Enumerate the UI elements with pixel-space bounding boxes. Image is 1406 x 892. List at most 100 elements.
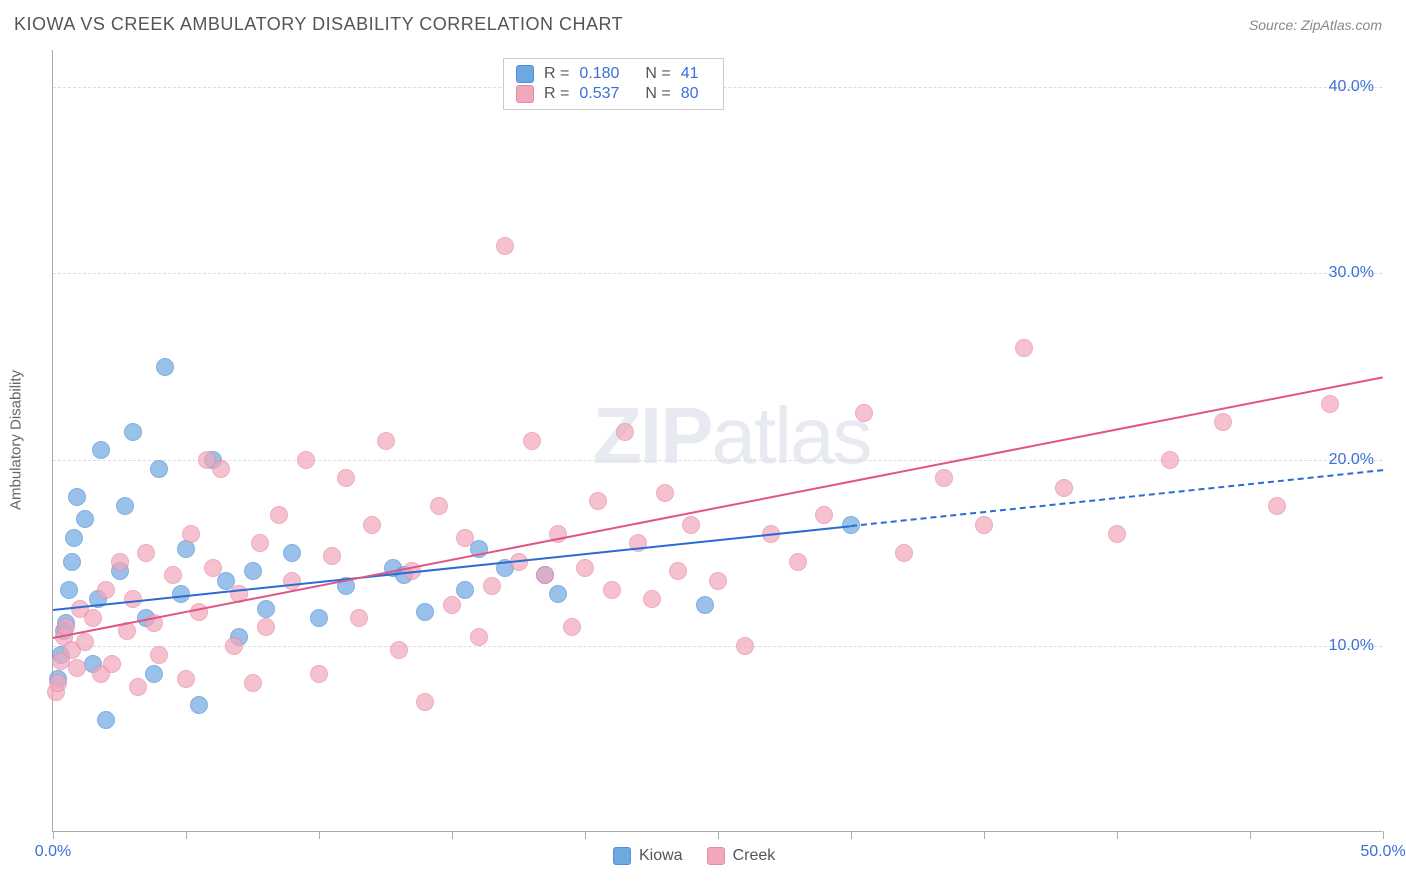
legend-label: Kiowa	[639, 847, 683, 865]
scatter-point	[97, 711, 115, 729]
scatter-point	[283, 572, 301, 590]
scatter-point	[496, 237, 514, 255]
scatter-point	[549, 585, 567, 603]
series-swatch	[516, 85, 534, 103]
scatter-point	[1214, 413, 1232, 431]
stat-key: N =	[645, 85, 670, 103]
scatter-point	[137, 544, 155, 562]
stat-n-value: 41	[681, 65, 711, 83]
scatter-point	[97, 581, 115, 599]
stats-row: R = 0.180 N = 41	[516, 65, 711, 83]
scatter-point	[297, 451, 315, 469]
scatter-point	[251, 534, 269, 552]
scatter-point	[1055, 479, 1073, 497]
legend: Kiowa Creek	[613, 847, 775, 865]
trend-line	[53, 376, 1383, 639]
y-tick-label: 30.0%	[1329, 264, 1374, 282]
scatter-plot: ZIPatlas 10.0%20.0%30.0%40.0%0.0%50.0%R …	[52, 50, 1382, 832]
scatter-point	[244, 562, 262, 580]
stat-key: N =	[645, 65, 670, 83]
scatter-point	[116, 497, 134, 515]
legend-label: Creek	[733, 847, 776, 865]
series-swatch	[613, 847, 631, 865]
series-swatch	[707, 847, 725, 865]
scatter-point	[855, 404, 873, 422]
scatter-point	[68, 659, 86, 677]
gridline-h	[53, 273, 1382, 274]
scatter-point	[536, 566, 554, 584]
x-tick	[585, 831, 586, 839]
scatter-point	[84, 609, 102, 627]
scatter-point	[603, 581, 621, 599]
scatter-point	[576, 559, 594, 577]
stats-box: R =0.180N =41R =0.537N =80	[503, 58, 724, 110]
x-tick	[452, 831, 453, 839]
legend-item: Creek	[707, 847, 776, 865]
source-attribution: Source: ZipAtlas.com	[1249, 17, 1382, 33]
stat-r-value: 0.180	[579, 65, 635, 83]
y-axis-label: Ambulatory Disability	[8, 370, 25, 510]
stats-row: R =0.537N =80	[516, 85, 711, 103]
scatter-point	[470, 628, 488, 646]
scatter-point	[589, 492, 607, 510]
series-swatch	[516, 65, 534, 83]
stat-key: R =	[544, 85, 569, 103]
scatter-point	[1321, 395, 1339, 413]
scatter-point	[270, 506, 288, 524]
scatter-point	[895, 544, 913, 562]
scatter-point	[212, 460, 230, 478]
scatter-point	[244, 674, 262, 692]
scatter-point	[111, 553, 129, 571]
x-tick	[1250, 831, 1251, 839]
scatter-point	[150, 646, 168, 664]
scatter-point	[76, 633, 94, 651]
scatter-point	[190, 696, 208, 714]
x-tick	[984, 831, 985, 839]
scatter-point	[283, 544, 301, 562]
stat-n-value: 80	[681, 85, 711, 103]
trend-line-projected	[851, 469, 1383, 527]
scatter-point	[177, 670, 195, 688]
scatter-point	[172, 585, 190, 603]
scatter-point	[323, 547, 341, 565]
scatter-point	[682, 516, 700, 534]
x-tick	[718, 831, 719, 839]
x-tick	[1383, 831, 1384, 839]
scatter-point	[124, 423, 142, 441]
scatter-point	[456, 529, 474, 547]
chart-title: KIOWA VS CREEK AMBULATORY DISABILITY COR…	[14, 14, 623, 35]
scatter-point	[416, 693, 434, 711]
scatter-point	[310, 665, 328, 683]
scatter-point	[76, 510, 94, 528]
x-tick-label: 50.0%	[1360, 843, 1405, 861]
scatter-point	[182, 525, 200, 543]
stat-key: R =	[544, 65, 569, 83]
scatter-point	[430, 497, 448, 515]
scatter-point	[145, 665, 163, 683]
scatter-point	[60, 581, 78, 599]
y-tick-label: 40.0%	[1329, 78, 1374, 96]
x-tick	[53, 831, 54, 839]
x-tick	[319, 831, 320, 839]
scatter-point	[65, 529, 83, 547]
scatter-point	[164, 566, 182, 584]
scatter-point	[616, 423, 634, 441]
scatter-point	[669, 562, 687, 580]
scatter-point	[709, 572, 727, 590]
scatter-point	[416, 603, 434, 621]
scatter-point	[456, 581, 474, 599]
scatter-point	[643, 590, 661, 608]
scatter-point	[523, 432, 541, 450]
scatter-point	[696, 596, 714, 614]
scatter-point	[483, 577, 501, 595]
scatter-point	[257, 618, 275, 636]
scatter-point	[377, 432, 395, 450]
y-tick-label: 20.0%	[1329, 451, 1374, 469]
scatter-point	[1108, 525, 1126, 543]
scatter-point	[156, 358, 174, 376]
scatter-point	[129, 678, 147, 696]
gridline-h	[53, 460, 1382, 461]
scatter-point	[337, 469, 355, 487]
scatter-point	[1015, 339, 1033, 357]
scatter-point	[350, 609, 368, 627]
